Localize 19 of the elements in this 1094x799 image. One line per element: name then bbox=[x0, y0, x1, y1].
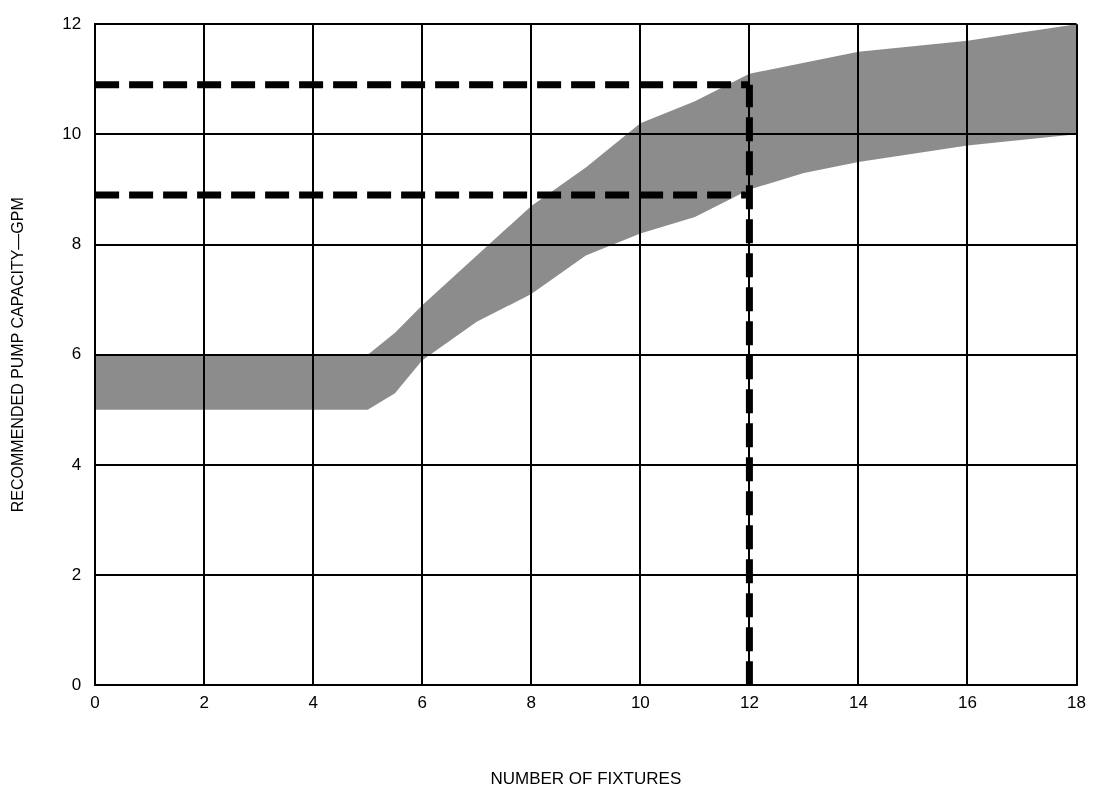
y-tick-label: 12 bbox=[62, 13, 82, 33]
x-tick-label: 6 bbox=[417, 693, 427, 713]
y-tick-label: 6 bbox=[71, 344, 82, 364]
x-tick-label: 16 bbox=[958, 693, 977, 713]
x-tick-label: 2 bbox=[199, 693, 209, 713]
x-tick-label: 14 bbox=[848, 693, 868, 713]
x-tick-label: 12 bbox=[739, 693, 759, 713]
x-axis-title: NUMBER OF FIXTURES bbox=[490, 769, 682, 789]
x-tick-label: 4 bbox=[308, 693, 318, 713]
y-tick-label: 0 bbox=[71, 674, 82, 694]
y-tick-label: 2 bbox=[71, 564, 82, 584]
y-tick-label: 8 bbox=[71, 234, 82, 254]
x-tick-label: 10 bbox=[630, 693, 650, 713]
x-tick-label: 0 bbox=[90, 693, 100, 713]
y-axis-title: RECOMMENDED PUMP CAPACITY—GPM bbox=[9, 197, 27, 513]
x-tick-label: 8 bbox=[526, 693, 537, 713]
x-tick-label: 18 bbox=[1067, 693, 1087, 713]
y-tick-label: 10 bbox=[62, 124, 82, 144]
y-tick-label: 4 bbox=[71, 454, 82, 474]
